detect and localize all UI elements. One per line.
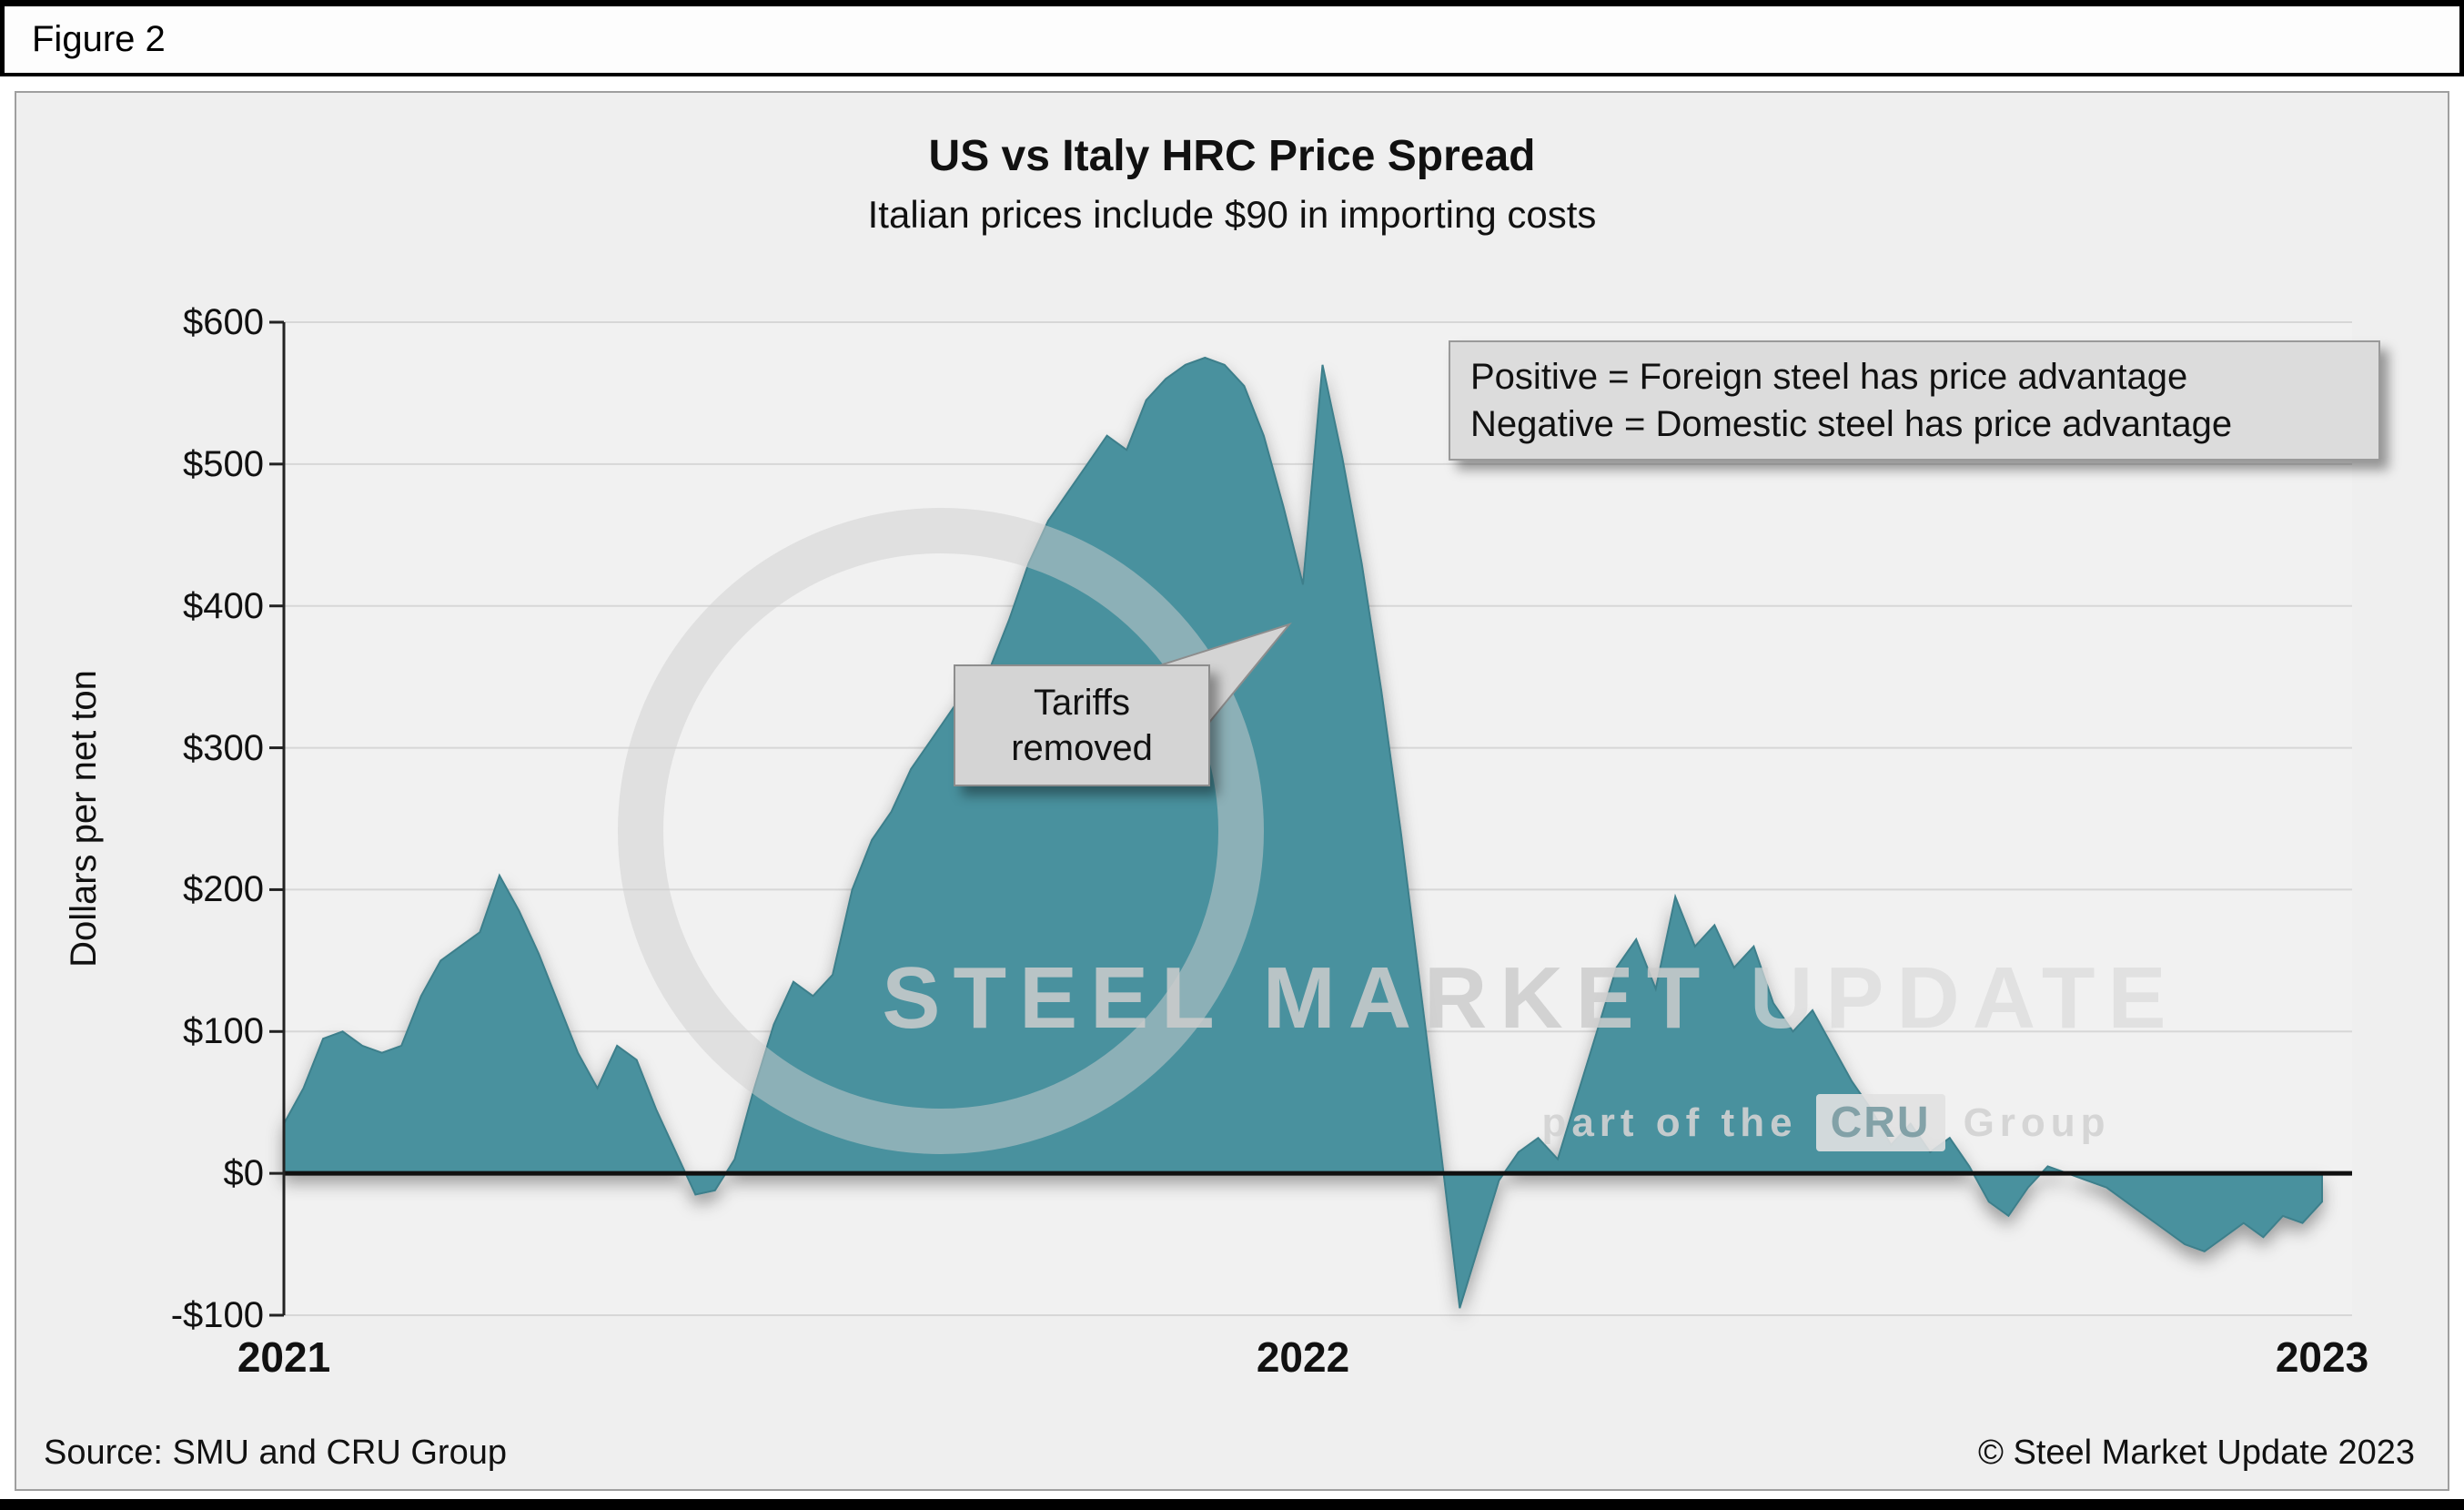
y-tick-label: $300 [183,727,264,768]
y-tick-label: $400 [183,585,264,626]
x-tick-label: 2022 [1256,1333,1350,1381]
legend-note-line-1: Positive = Foreign steel has price advan… [1470,357,2188,397]
legend-note-line-2: Negative = Domestic steel has price adva… [1470,404,2233,444]
annotation-pointer-icon [1126,623,1292,741]
annotation-line-2: removed [1011,728,1153,768]
y-tick-label: $0 [223,1153,265,1194]
x-tick-label: 2021 [237,1333,331,1381]
chart-subtitle: Italian prices include $90 in importing … [867,193,1597,236]
y-tick-label: $100 [183,1011,264,1052]
source-credit: Source: SMU and CRU Group [44,1434,507,1472]
figure-header: Figure 2 [0,0,2464,76]
chart-title: US vs Italy HRC Price Spread [928,132,1536,180]
chart-panel: US vs Italy HRC Price Spread Italian pri… [15,91,2449,1491]
y-tick-label: $200 [183,869,264,910]
annotation-callout: Tariffs removed [954,664,1210,786]
figure-label: Figure 2 [32,19,166,59]
plot-area: STEEL MARKET UPDATE part of the CRU Grou… [269,320,2352,1317]
y-tick-label: -$100 [170,1295,264,1335]
y-tick-label: $500 [183,443,264,484]
legend-note-box: Positive = Foreign steel has price advan… [1449,340,2380,461]
x-tick-label: 2023 [2275,1333,2369,1381]
annotation-line-1: Tariffs [1034,683,1130,723]
bottom-border-bar [0,1499,2464,1510]
copyright-notice: © Steel Market Update 2023 [1977,1434,2415,1472]
y-tick-label: $600 [183,302,264,342]
